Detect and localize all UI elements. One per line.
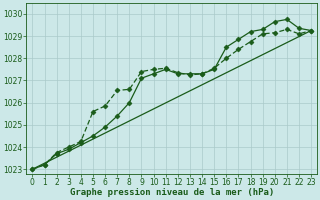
X-axis label: Graphe pression niveau de la mer (hPa): Graphe pression niveau de la mer (hPa) <box>70 188 274 197</box>
